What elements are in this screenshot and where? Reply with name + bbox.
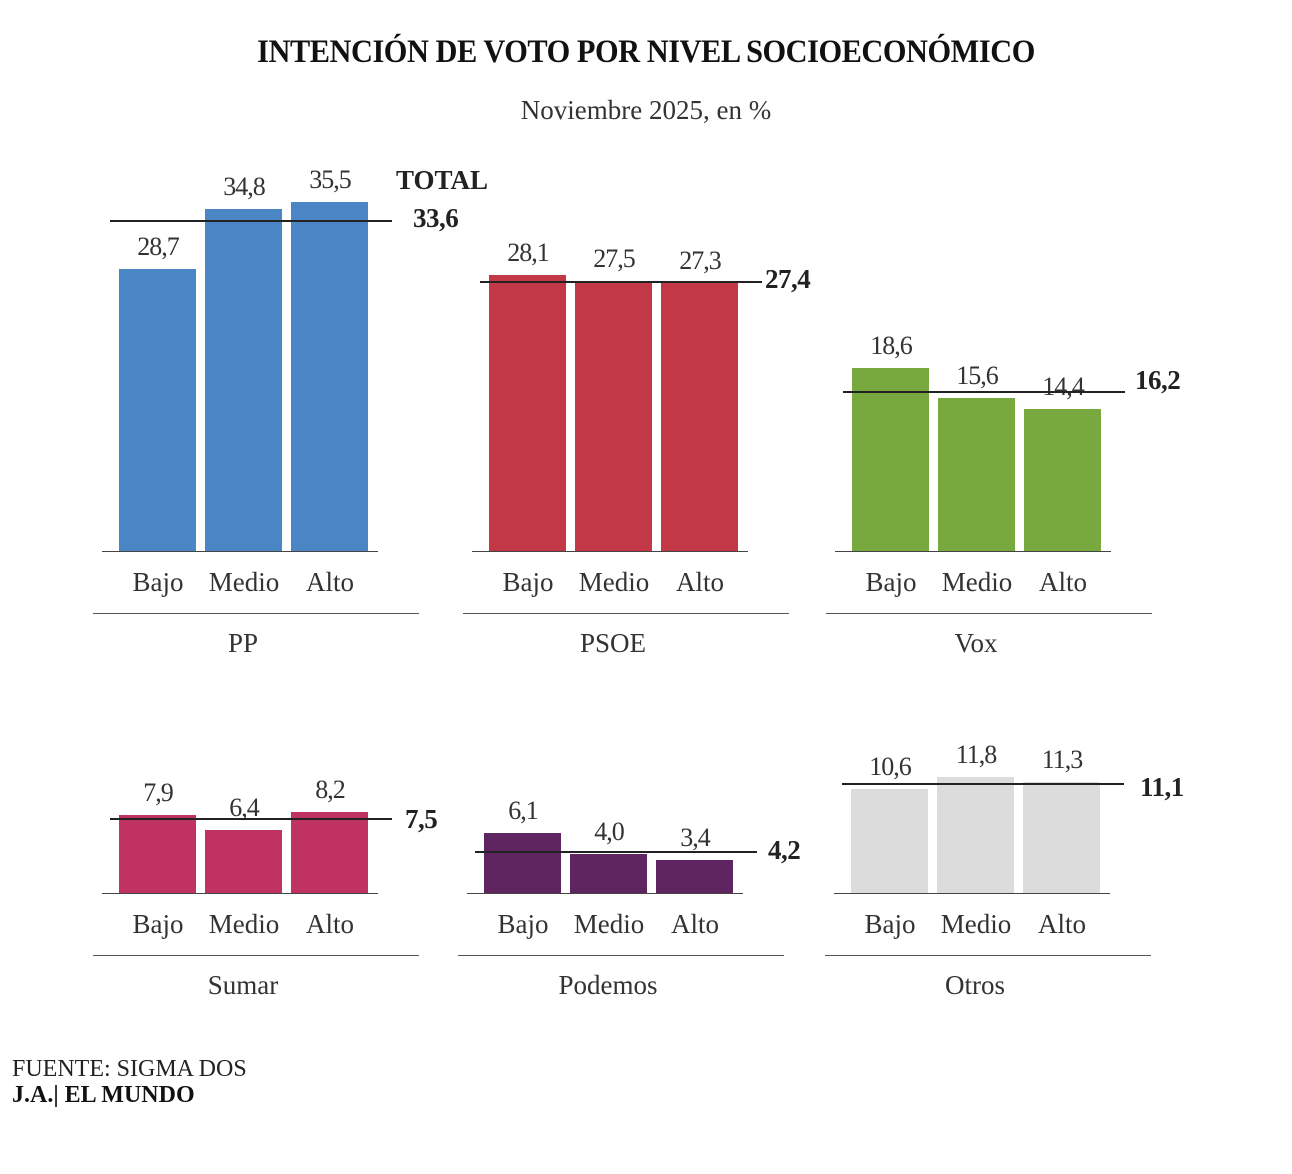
party-label-otros: Otros	[945, 970, 1005, 1000]
value-label: 35,5	[309, 165, 352, 195]
value-label: 11,8	[955, 740, 998, 769]
value-label: 11,3	[1041, 744, 1084, 774]
bar-podemos-alto	[656, 859, 733, 893]
category-label: Medio	[940, 909, 1012, 939]
value-label: 6,1	[508, 796, 539, 826]
value-label: 3,4	[680, 822, 711, 852]
party-label-psoe: PSOE	[579, 628, 647, 658]
bar-otros-bajo	[851, 788, 928, 893]
value-label: 27,5	[593, 243, 636, 273]
total-line-sumar	[110, 818, 392, 821]
bar-psoe-alto	[661, 282, 738, 551]
category-label: Bajo	[865, 567, 917, 597]
value-label: 15,6	[956, 360, 999, 390]
party-label-sumar: Sumar	[207, 970, 279, 1000]
bar-vox-bajo	[852, 368, 929, 551]
panel-separator	[463, 613, 789, 614]
baseline	[834, 893, 1110, 894]
category-label: Alto	[1038, 567, 1087, 597]
value-label: 14,4	[1042, 372, 1085, 402]
baseline	[102, 893, 378, 894]
total-value-podemos: 4,2	[768, 834, 801, 865]
bar-otros-medio	[937, 777, 1014, 893]
bar-podemos-bajo	[484, 833, 561, 893]
total-line-otros	[842, 782, 1124, 785]
value-label: 4,0	[594, 816, 625, 846]
category-label: Bajo	[497, 909, 549, 939]
bar-vox-alto	[1024, 409, 1101, 551]
total-line-pp	[110, 219, 392, 222]
category-label: Bajo	[132, 909, 184, 939]
baseline	[472, 551, 748, 552]
chart-subtitle: Noviembre 2025, en %	[520, 95, 772, 125]
category-label: Alto	[670, 909, 719, 939]
category-label: Medio	[208, 567, 280, 597]
category-label: Medio	[941, 567, 1013, 597]
bar-pp-alto	[291, 202, 368, 551]
category-label: Bajo	[864, 909, 916, 939]
bar-vox-medio	[938, 397, 1015, 551]
bar-otros-alto	[1023, 781, 1100, 893]
panel-separator	[93, 955, 419, 956]
category-label: Medio	[578, 567, 650, 597]
baseline	[835, 551, 1111, 552]
party-label-vox: Vox	[954, 628, 998, 658]
panel-separator	[458, 955, 784, 956]
value-label: 8,2	[315, 775, 346, 805]
category-label: Medio	[573, 909, 645, 939]
credit-note: J.A.| EL MUNDO	[12, 1082, 195, 1108]
bar-pp-bajo	[119, 268, 196, 551]
category-label: Medio	[208, 909, 280, 939]
total-label: TOTAL	[396, 165, 489, 195]
total-value-sumar: 7,5	[405, 804, 438, 835]
value-label: 28,1	[507, 237, 550, 267]
total-value-psoe: 27,4	[765, 263, 811, 294]
total-value-otros: 11,1	[1140, 771, 1184, 802]
value-label: 6,4	[229, 793, 260, 823]
category-label: Alto	[305, 909, 354, 939]
value-label: 27,3	[679, 245, 722, 275]
total-value-vox: 16,2	[1135, 364, 1181, 395]
value-label: 28,7	[137, 231, 180, 261]
baseline	[102, 551, 378, 552]
category-label: Alto	[1037, 909, 1086, 939]
party-label-pp: PP	[227, 628, 259, 658]
category-label: Alto	[305, 567, 354, 597]
total-value-pp: 33,6	[413, 202, 459, 233]
bar-sumar-medio	[205, 830, 282, 893]
value-label: 34,8	[223, 171, 266, 201]
value-label: 10,6	[869, 751, 912, 781]
panel-separator	[825, 955, 1151, 956]
category-label: Bajo	[132, 567, 184, 597]
total-line-podemos	[475, 850, 757, 853]
chart-title: INTENCIÓN DE VOTO POR NIVEL SOCIOECONÓMI…	[257, 34, 1035, 70]
bar-pp-medio	[205, 208, 282, 551]
bar-psoe-medio	[575, 280, 652, 551]
total-line-psoe	[480, 280, 762, 283]
bar-sumar-bajo	[119, 815, 196, 893]
panel-separator	[826, 613, 1152, 614]
value-label: 18,6	[870, 331, 913, 361]
bar-podemos-medio	[570, 853, 647, 893]
party-label-podemos: Podemos	[558, 970, 658, 1000]
baseline	[467, 893, 743, 894]
total-line-vox	[843, 390, 1125, 393]
value-label: 7,9	[143, 778, 174, 808]
category-label: Alto	[675, 567, 724, 597]
source-note: FUENTE: SIGMA DOS	[12, 1056, 247, 1082]
category-label: Bajo	[502, 567, 554, 597]
bar-psoe-bajo	[489, 274, 566, 551]
panel-separator	[93, 613, 419, 614]
bar-sumar-alto	[291, 812, 368, 893]
